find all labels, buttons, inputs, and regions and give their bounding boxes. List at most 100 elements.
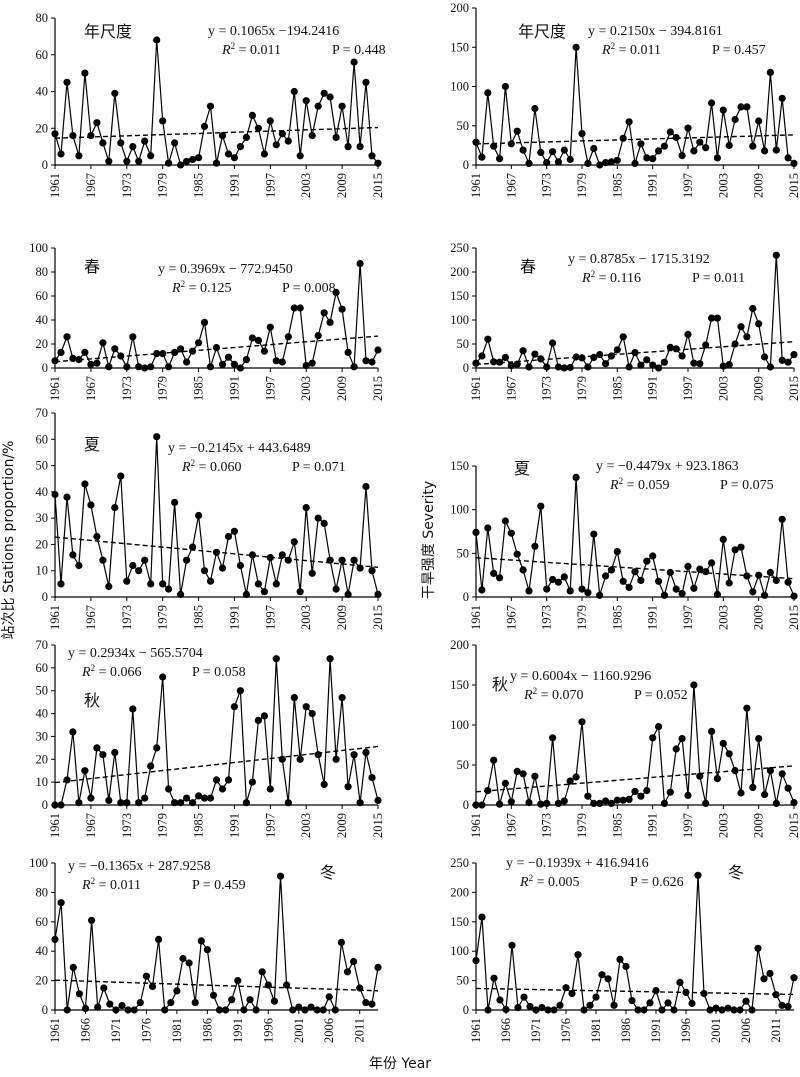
data-point xyxy=(602,797,610,805)
x-tick-label: 1976 xyxy=(559,1018,573,1043)
data-point xyxy=(362,483,370,491)
y-tick-label: 30 xyxy=(36,729,49,743)
data-point xyxy=(302,97,310,105)
data-point xyxy=(578,718,586,726)
data-point xyxy=(719,106,727,114)
data-point xyxy=(664,999,672,1007)
y-tick-label: 0 xyxy=(42,798,48,812)
data-point xyxy=(649,155,657,163)
data-point xyxy=(496,358,504,366)
r-symbol: R xyxy=(609,478,619,493)
data-point xyxy=(646,999,654,1007)
data-point xyxy=(784,1002,792,1011)
x-tick-label: 1961 xyxy=(48,605,62,630)
data-point xyxy=(666,128,674,136)
x-tick-label: 1961 xyxy=(469,173,483,198)
season-label: 春 xyxy=(84,257,100,276)
r-squared-value: = 0.011 xyxy=(95,878,141,893)
data-point xyxy=(688,999,696,1008)
data-point xyxy=(572,773,580,781)
data-point xyxy=(700,989,708,998)
data-point xyxy=(590,799,598,808)
data-point xyxy=(308,710,316,718)
y-tick-label: 150 xyxy=(450,40,469,54)
data-point xyxy=(525,159,533,167)
x-tick-label: 1991 xyxy=(649,1018,663,1043)
y-tick-label: 70 xyxy=(36,406,49,420)
data-point xyxy=(655,147,663,155)
regression-equation: y = 0.6004x − 1160.9296 xyxy=(510,669,651,684)
data-point xyxy=(719,535,727,544)
y-tick-label: 150 xyxy=(450,678,469,692)
data-point xyxy=(666,568,674,577)
data-point xyxy=(185,959,193,967)
data-point xyxy=(619,796,627,804)
y-axis-label-right: 干旱强度 Severity xyxy=(421,481,437,599)
trend-line xyxy=(475,340,795,366)
data-point xyxy=(106,1000,114,1008)
data-point xyxy=(713,314,722,322)
y-tick-label: 80 xyxy=(36,885,49,899)
data-point xyxy=(778,770,786,778)
data-point xyxy=(537,800,545,808)
data-point xyxy=(490,358,498,366)
data-point xyxy=(578,354,586,362)
data-point xyxy=(93,532,101,541)
data-point xyxy=(637,361,645,369)
x-tick-label: 1961 xyxy=(469,1018,483,1043)
data-point xyxy=(643,557,651,565)
x-tick-label: 1979 xyxy=(156,376,170,401)
data-point xyxy=(590,144,598,153)
data-point xyxy=(338,305,346,313)
data-point xyxy=(531,350,539,358)
x-axis-label: 年份 Year xyxy=(369,1056,431,1072)
data-point xyxy=(246,996,254,1004)
data-point xyxy=(490,974,498,982)
data-point xyxy=(513,550,521,558)
data-point xyxy=(123,577,131,585)
data-point xyxy=(598,971,606,979)
y-tick-label: 50 xyxy=(36,684,49,698)
data-point xyxy=(637,792,645,800)
data-point xyxy=(755,571,763,579)
data-point xyxy=(218,564,227,572)
data-point xyxy=(252,1006,260,1014)
data-point xyxy=(350,751,358,759)
data-point xyxy=(57,801,65,809)
trend-line xyxy=(54,979,379,992)
data-point xyxy=(141,556,149,564)
data-point xyxy=(203,946,211,954)
data-point xyxy=(242,799,250,807)
x-tick-label: 1985 xyxy=(192,605,206,630)
data-point xyxy=(248,111,256,119)
data-point xyxy=(784,154,792,162)
x-tick-label: 1973 xyxy=(540,605,554,630)
data-point xyxy=(718,1006,726,1014)
x-tick-label: 2015 xyxy=(787,605,800,630)
y-tick-label: 50 xyxy=(457,119,470,133)
data-point xyxy=(602,159,610,167)
data-point xyxy=(761,791,769,799)
data-point xyxy=(344,348,352,356)
x-tick-label: 1997 xyxy=(263,376,277,401)
data-point xyxy=(290,694,298,702)
data-point xyxy=(254,580,262,588)
data-point xyxy=(81,767,89,775)
data-point xyxy=(743,103,751,111)
x-tick-label: 1985 xyxy=(610,173,624,198)
x-tick-label: 2003 xyxy=(299,605,313,630)
data-point xyxy=(129,143,137,151)
data-point xyxy=(266,554,274,562)
data-point xyxy=(124,1006,132,1014)
season-label: 年尺度 xyxy=(84,22,132,41)
data-point xyxy=(320,89,328,97)
r-superscript: 2 xyxy=(611,41,616,51)
data-point xyxy=(224,532,233,541)
y-tick-label: 20 xyxy=(36,537,49,551)
data-point xyxy=(554,158,563,166)
data-point xyxy=(248,551,256,559)
data-point xyxy=(130,1006,138,1014)
p-value-label: P = 0.058 xyxy=(192,665,246,680)
data-point xyxy=(578,585,586,593)
p-value-label: P = 0.071 xyxy=(292,460,346,475)
